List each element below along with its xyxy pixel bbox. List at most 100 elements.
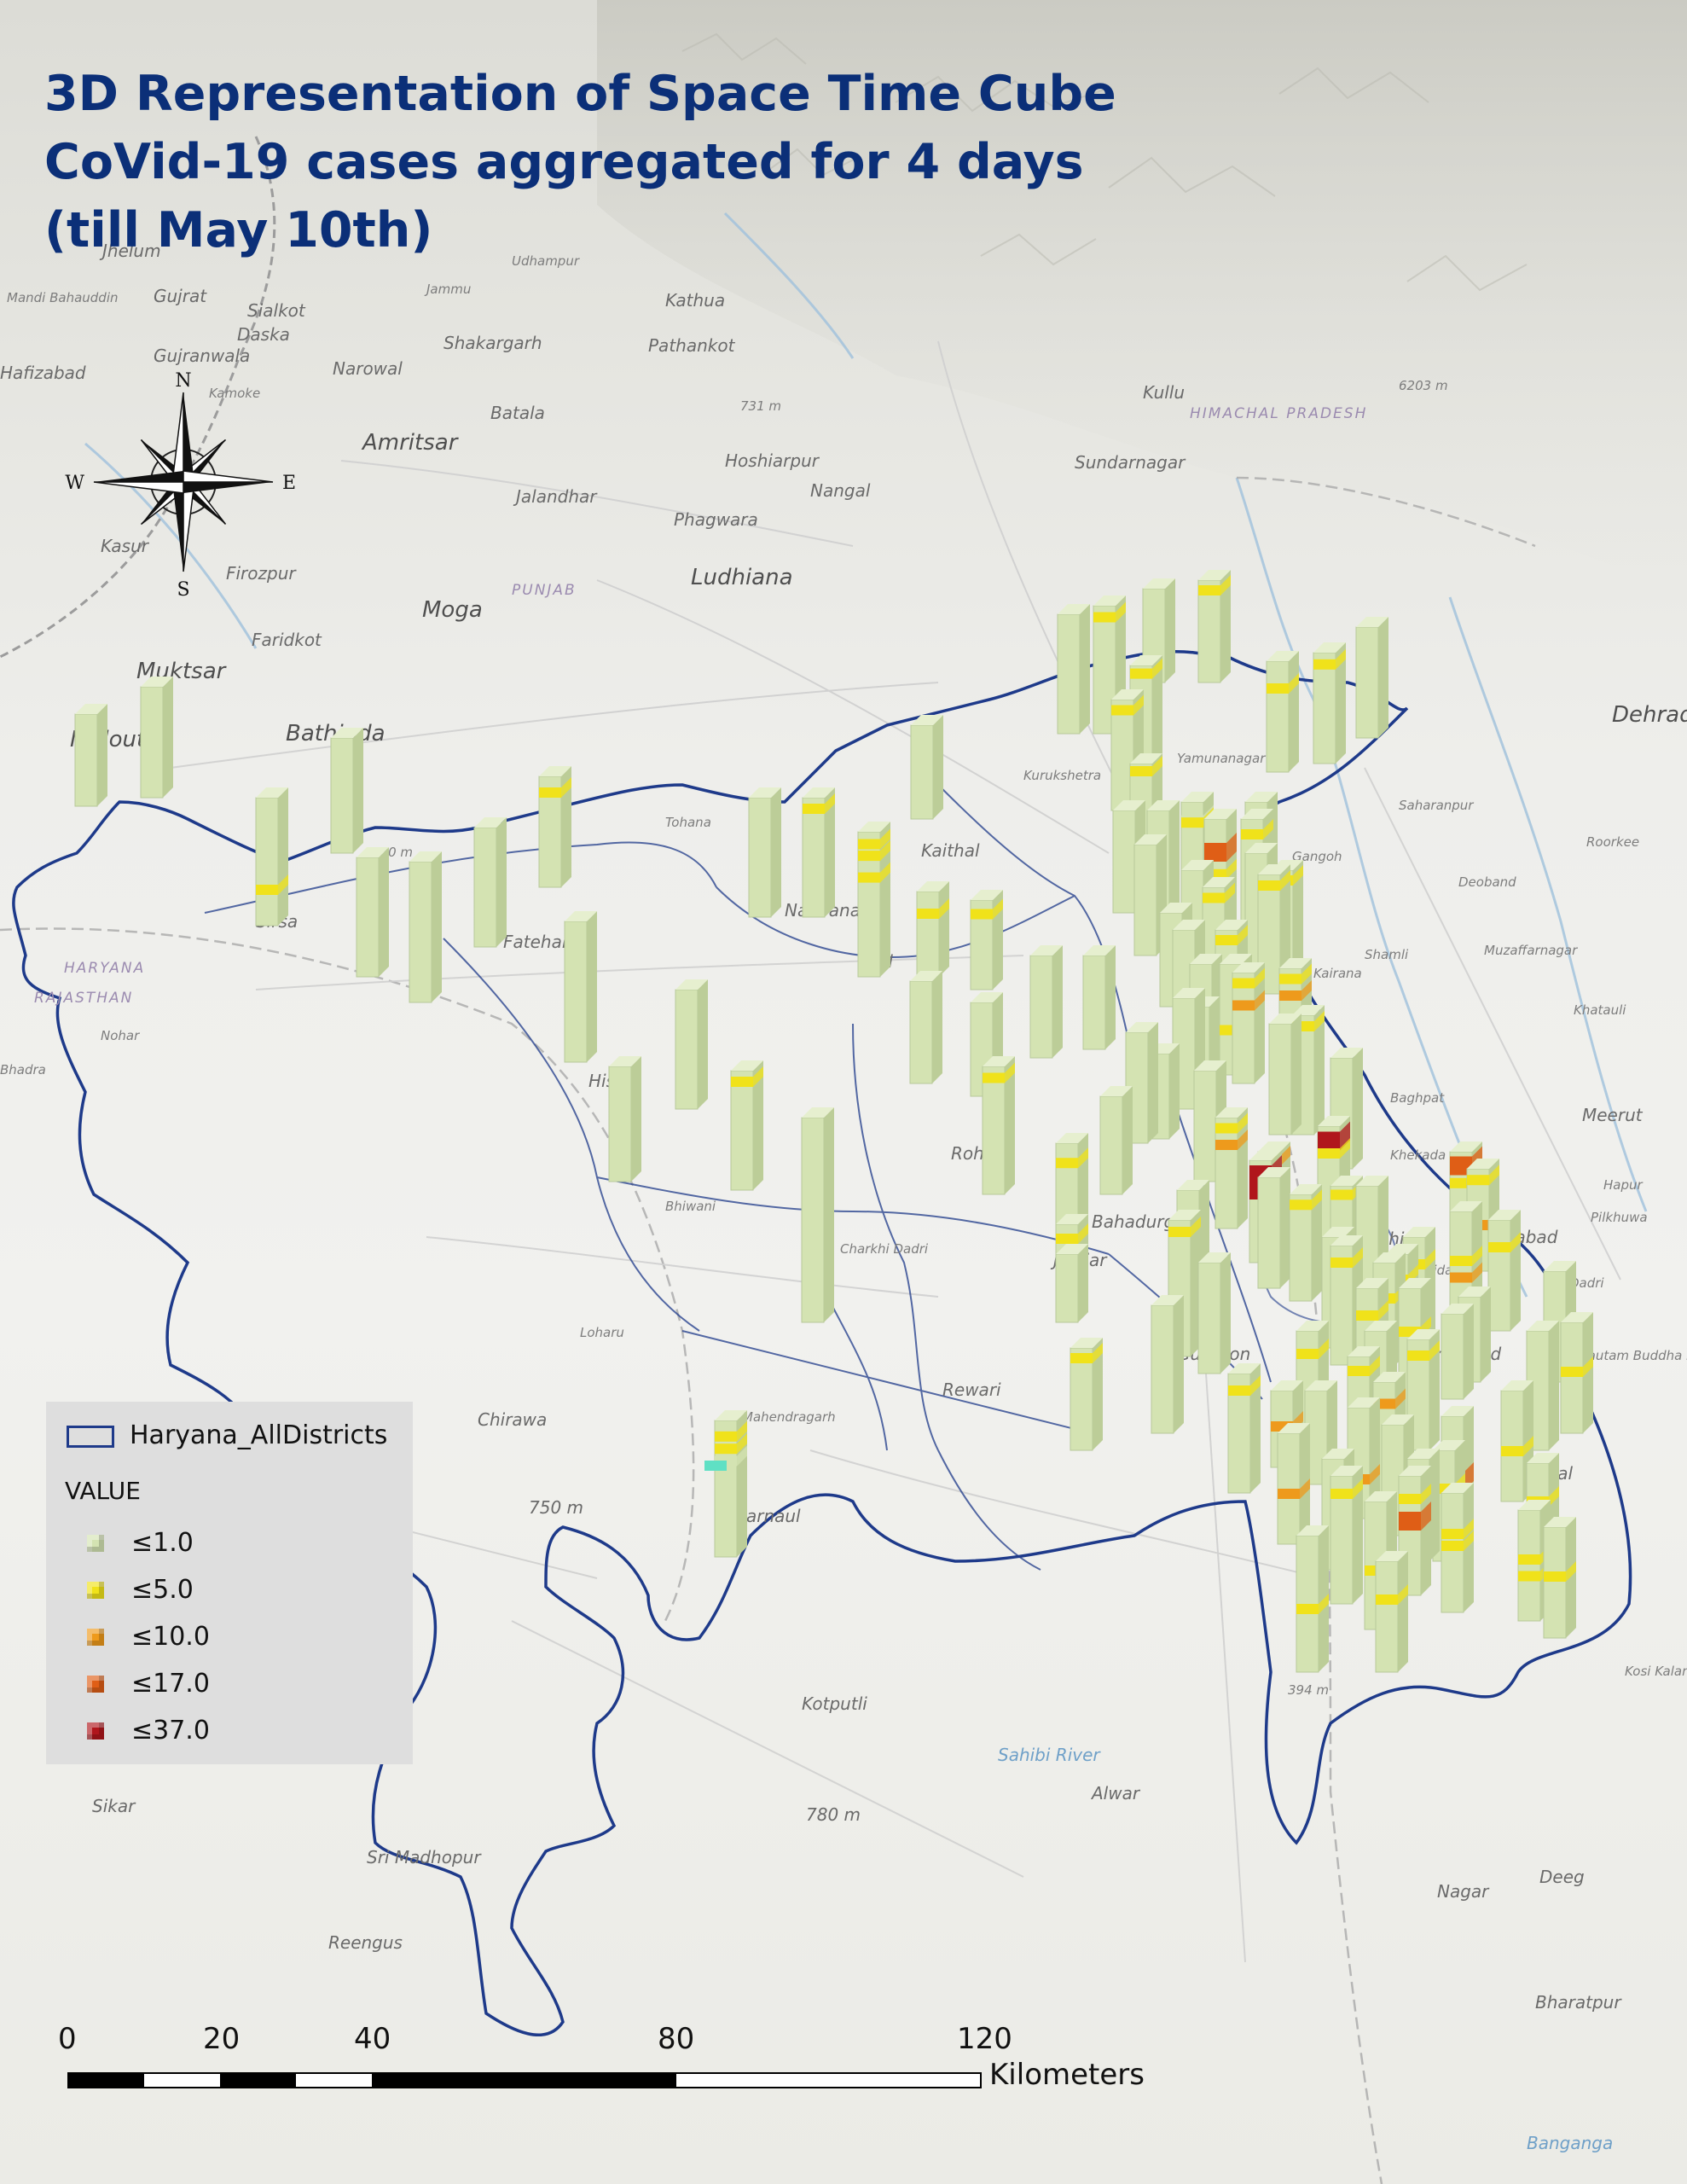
cube-bin (1318, 1131, 1340, 1151)
cube-bin (1441, 1529, 1464, 1539)
cube-bin (1198, 585, 1220, 595)
place-label: Alwar (1092, 1783, 1140, 1804)
place-label: Tohana (665, 815, 711, 830)
place-label: Faridkot (252, 630, 322, 650)
time-cube-column (1441, 1483, 1474, 1613)
place-label: Kullu (1143, 382, 1186, 403)
place-label: Nohar (101, 1028, 140, 1043)
time-cube-column (608, 1056, 641, 1182)
place-label: Pathankot (648, 335, 735, 356)
place-label: Shamli (1365, 947, 1409, 962)
time-cube-column (748, 787, 781, 918)
legend-class-label: ≤10.0 (131, 1622, 210, 1652)
cube-bin (1441, 1541, 1464, 1551)
place-label: Kurukshetra (1023, 768, 1102, 783)
elevation-label: 780 m (806, 1804, 861, 1825)
elevation-label: 750 m (529, 1497, 584, 1518)
place-label: Sundarnagar (1075, 452, 1186, 473)
cube-bin (858, 851, 880, 862)
cube-bin (1518, 1554, 1540, 1565)
place-label: Gujrat (154, 286, 207, 306)
place-label: Dadri (1569, 1275, 1604, 1291)
cube-bin (1241, 829, 1263, 839)
time-cube-column (1133, 834, 1167, 956)
cube-bin (983, 1072, 1005, 1083)
district-boundary-symbol (67, 1426, 114, 1448)
cube-bin (1450, 1256, 1472, 1266)
place-label: Loharu (580, 1325, 624, 1340)
time-cube-column (1099, 1086, 1133, 1195)
place-label: Kosi Kalan (1625, 1664, 1687, 1679)
cube-bin (1258, 880, 1280, 891)
place-label: Deoband (1458, 874, 1516, 890)
cube-bin (1130, 668, 1152, 679)
place-label: Roorkee (1586, 834, 1640, 850)
place-label: Gangoh (1292, 849, 1342, 864)
legend-layer-name: Haryana_AllDistricts (130, 1420, 388, 1450)
cube-bin (917, 909, 939, 919)
cube-bin (1279, 973, 1301, 985)
legend: Haryana_AllDistricts VALUE ≤1.0 ≤5.0 ≤10.0… (46, 1402, 413, 1764)
time-cube-column (1266, 651, 1299, 773)
cube-bin (1348, 1366, 1370, 1376)
time-cube-column (1500, 1380, 1533, 1502)
time-cube-column (538, 766, 571, 888)
scale-unit-label: Kilometers (989, 2058, 1145, 2092)
time-cube-column (1296, 1525, 1329, 1673)
cube-bin (1561, 1367, 1583, 1377)
cube-bin (1330, 1189, 1353, 1200)
cube-bin (1228, 1385, 1250, 1396)
cube-bin (1130, 766, 1152, 776)
legend-class-label: ≤37.0 (131, 1716, 210, 1745)
place-label: Dehradun (1612, 702, 1687, 728)
place-label: Bhadra (0, 1062, 46, 1077)
place-label: Bharatpur (1535, 1992, 1621, 2013)
time-cube-column (1082, 945, 1116, 1050)
cube-bin (715, 1431, 737, 1442)
place-label: Saharanpur (1399, 798, 1474, 813)
cube-bin (1278, 1489, 1300, 1499)
cube-bin (1296, 1604, 1319, 1614)
time-cube-column (1227, 1363, 1261, 1494)
place-label: Bhiwani (665, 1199, 716, 1214)
scale-tick-label: 40 (354, 2022, 391, 2056)
place-label: Kamoke (209, 386, 261, 401)
time-cube-column (330, 728, 363, 854)
cube-bin (1232, 978, 1255, 989)
legend-field-name: VALUE (65, 1477, 141, 1505)
time-cube-column (409, 851, 442, 1003)
time-cube-column (1057, 604, 1090, 735)
time-cube-column (916, 881, 949, 978)
scale-bar: 0 20 40 80 120 Kilometers (58, 2022, 1175, 2124)
place-label: Chirawa (478, 1409, 548, 1430)
place-label: Nagar (1437, 1881, 1489, 1902)
cube-bin (1376, 1594, 1398, 1605)
cube-bin (731, 1077, 753, 1087)
place-label: Yamunanagar (1177, 751, 1266, 766)
time-cube-column (1355, 617, 1388, 739)
time-cube-column (1277, 1423, 1310, 1545)
cube-bin (1313, 659, 1336, 670)
place-label: Phagwara (674, 509, 758, 530)
place-label: Moga (422, 597, 483, 623)
compass-s: S (177, 579, 189, 601)
place-label: Hapur (1603, 1177, 1643, 1193)
cube-bin (1544, 1571, 1566, 1582)
place-label: Charkhi Dadri (840, 1241, 929, 1257)
place-label: Firozpur (226, 563, 296, 584)
time-cube-column (802, 787, 835, 918)
time-cube-column (356, 847, 389, 978)
time-cube-column (982, 1056, 1015, 1195)
map-title: 3D Representation of Space Time Cube CoV… (44, 60, 1116, 264)
place-label: Gujranwala (154, 346, 251, 366)
place-label: Ludhiana (691, 565, 793, 590)
cube-bin (1203, 892, 1225, 903)
time-cube-column (1543, 1517, 1576, 1639)
legend-swatch (87, 1676, 104, 1693)
title-line-2: CoVid-19 cases aggregated for 4 days (44, 134, 1084, 190)
cube-bin (539, 787, 561, 798)
time-cube-column (1375, 1551, 1408, 1673)
time-cube-column (730, 1060, 763, 1191)
elevation-label: 394 m (1288, 1682, 1330, 1698)
